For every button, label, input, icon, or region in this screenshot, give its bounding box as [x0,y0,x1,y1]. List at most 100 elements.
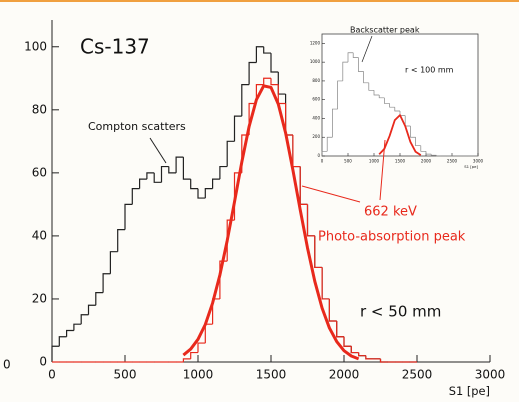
histogram-bin [168,166,177,174]
histogram-bin [306,204,315,237]
x-tick-label: 0 [321,159,324,164]
histogram-bin [384,97,390,104]
histogram-bin [415,137,421,147]
histogram-bin [337,80,343,110]
histogram-bin [299,166,308,205]
histogram-bin [117,229,125,252]
x-axis-label: S1 [pe] [464,164,478,169]
histogram-bin [87,304,96,315]
histogram-bin [285,94,293,136]
histogram-bin [342,61,348,81]
y-tick-label: 0 [317,153,320,158]
histogram-bin [204,323,213,344]
histogram-bin [328,298,337,322]
y-tick-label: 600 [312,97,320,102]
histogram-bin [436,155,442,157]
x-tick-label: 2000 [329,367,360,381]
histogram-bin [270,78,279,86]
histogram-bin [146,172,155,180]
histogram-bin [368,82,374,91]
edge-label: 0 [3,358,11,372]
y-tick-label: 200 [312,134,320,139]
histogram-bin [219,260,228,299]
y-tick-label: 100 [24,39,47,53]
histogram-bin [226,140,235,167]
histogram-bin [182,358,191,362]
arrow [149,137,167,164]
histogram-bin [58,336,67,347]
inset-frame [321,33,479,157]
histogram-bin [160,165,169,183]
histogram-bin [306,204,315,237]
histogram-bin [190,351,198,359]
histogram-bin [263,77,271,85]
annotation: Photo-absorption peak [318,230,466,245]
histogram-bin [363,71,369,84]
arrow [301,185,361,203]
histogram-bin [277,71,286,95]
annotation: r < 50 mm [360,303,441,321]
histogram-bin [219,165,228,180]
histogram-bin [131,188,140,205]
histogram-bin [241,83,250,117]
histogram-bin [197,342,206,353]
histogram-bin [321,150,328,156]
histogram-bin [80,314,89,325]
x-tick-label: 1000 [183,367,214,381]
annotation: Backscatter peak [350,26,420,35]
histogram-bin [430,154,437,156]
y-tick-label: 20 [32,291,47,305]
histogram-bin [255,46,264,63]
histogram-bin [358,57,364,72]
histogram-bin [379,358,388,363]
x-tick-label: 1500 [395,159,406,164]
y-tick-label: 1000 [310,59,321,64]
histogram-bin [204,188,213,199]
histogram-bin [270,53,279,73]
histogram-bin [365,355,374,360]
y-tick-label: 1200 [310,40,321,45]
histogram-bin [425,151,432,155]
histogram-bin [124,203,133,230]
x-tick-label: 2000 [421,159,432,164]
histogram-bin [73,323,82,331]
y-tick-label: 800 [312,78,320,83]
y-tick-label: 0 [39,355,47,369]
histogram-bin [373,90,380,96]
y-tick-label: 400 [312,115,320,120]
histogram-bin [248,61,257,85]
histogram-bin [102,273,111,293]
x-tick-label: 1000 [369,159,380,164]
histogram-bin [336,321,344,338]
histogram-bin [347,52,354,63]
x-tick-label: 3000 [475,367,506,381]
histogram-bin [378,95,385,99]
histogram-bin [394,107,400,112]
histogram-bin [66,329,74,337]
x-tick-label: 3000 [473,159,484,164]
histogram-bin [336,321,344,338]
x-tick-label: 500 [344,159,352,164]
y-tick-label: 80 [32,102,47,116]
histogram-bin [321,267,330,300]
histogram-bin [233,115,242,142]
histogram-bin [321,267,330,300]
histogram-bin [109,251,118,274]
histogram-bin [51,345,60,362]
x-tick-label: 2500 [402,367,433,381]
histogram-bin [190,179,198,190]
histogram-bin [292,135,301,168]
histogram-bin [175,156,184,173]
histogram-bin [343,336,352,347]
top-border [0,0,519,2]
annotation: Compton scatters [88,120,186,133]
x-tick-label: 1500 [256,367,287,381]
y-tick-label: 40 [32,228,47,242]
annotation: Cs-137 [80,35,150,59]
y-tick-label: 60 [32,165,47,179]
histogram-bin [332,108,338,138]
histogram-bin [95,292,104,306]
histogram-bin [263,46,271,54]
fit-curve [182,84,360,361]
